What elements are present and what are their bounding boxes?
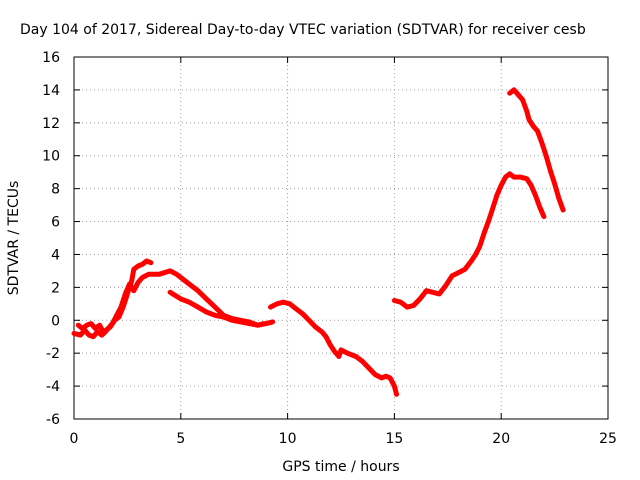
y-tick-label: 8 [51, 182, 60, 198]
x-axis-label: GPS time / hours [282, 459, 399, 475]
y-tick-label: -6 [46, 412, 60, 428]
x-tick-label: 5 [176, 431, 185, 447]
axis-ticks: 0 5 10 15 20 25 -6 -4 -2 0 2 4 6 8 10 12 14 16 [42, 50, 617, 447]
y-tick-label: 12 [42, 116, 60, 132]
y-tick-label: 2 [51, 280, 60, 296]
chart-title: Day 104 of 2017, Sidereal Day-to-day VTE… [20, 22, 586, 38]
series-line-seg5 [391, 171, 547, 310]
series-layer [71, 87, 566, 397]
y-tick-label: -2 [46, 346, 60, 362]
y-tick-label: -4 [46, 379, 60, 395]
y-axis-label: SDTVAR / TECUs [6, 181, 22, 296]
y-tick-label: 0 [51, 313, 60, 329]
x-tick-label: 10 [279, 431, 297, 447]
plot-frame [73, 56, 609, 420]
series-line-seg3 [167, 289, 267, 328]
x-tick-label: 25 [599, 431, 617, 447]
y-tick-label: 16 [42, 50, 60, 66]
x-tick-label: 20 [492, 431, 510, 447]
y-tick-label: 10 [42, 149, 60, 165]
series-line-seg4 [268, 299, 399, 397]
y-tick-label: 6 [51, 215, 60, 231]
x-tick-label: 0 [70, 431, 79, 447]
x-tick-label: 15 [385, 431, 403, 447]
y-tick-label: 4 [51, 247, 60, 263]
y-tick-label: 14 [42, 83, 60, 99]
series-line-seg6 [507, 87, 566, 213]
